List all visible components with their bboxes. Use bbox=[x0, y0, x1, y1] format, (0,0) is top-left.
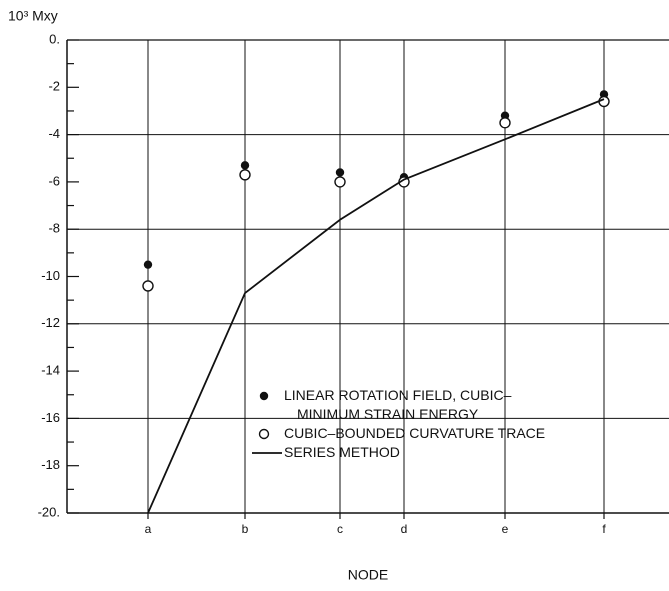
series-line bbox=[147, 98, 605, 514]
x-tick-label: a bbox=[145, 522, 152, 536]
legend-marker bbox=[258, 428, 270, 440]
filled-dot bbox=[240, 161, 250, 170]
legend-symbol bbox=[258, 428, 270, 440]
legend-label: SERIES METHOD bbox=[284, 444, 400, 460]
y-tick-label: -20. bbox=[38, 504, 60, 519]
y-tick-label: -18 bbox=[41, 457, 60, 472]
y-tick-label: -8 bbox=[48, 221, 60, 236]
y-tick-label: -16 bbox=[41, 410, 60, 425]
x-tick-label: f bbox=[602, 522, 606, 536]
y-axis-label: 10³ Mxy bbox=[8, 8, 58, 24]
y-tick-label: -6 bbox=[48, 173, 60, 188]
x-axis-label: NODE bbox=[348, 567, 388, 583]
legend-symbol bbox=[252, 452, 282, 454]
filled-dot bbox=[143, 260, 153, 269]
y-tick-label: -14 bbox=[41, 363, 60, 378]
filled-dot bbox=[335, 168, 345, 177]
open-dot bbox=[334, 176, 346, 188]
legend-symbol bbox=[259, 391, 269, 401]
legend-label: LINEAR ROTATION FIELD, CUBIC–MINIMUM STR… bbox=[284, 387, 512, 422]
x-tick-label: c bbox=[337, 522, 343, 536]
y-tick-label: -2 bbox=[48, 79, 60, 94]
x-tick-label: e bbox=[502, 522, 509, 536]
legend-entry: SERIES METHOD bbox=[252, 443, 669, 462]
legend-entry: CUBIC–BOUNDED CURVATURE TRACE bbox=[252, 424, 669, 443]
legend: LINEAR ROTATION FIELD, CUBIC–MINIMUM STR… bbox=[252, 386, 669, 462]
open-dot bbox=[499, 117, 511, 129]
y-tick-label: -4 bbox=[48, 126, 60, 141]
open-dot bbox=[142, 280, 154, 292]
x-tick-label: b bbox=[242, 522, 249, 536]
legend-label: CUBIC–BOUNDED CURVATURE TRACE bbox=[284, 425, 546, 441]
legend-entry: LINEAR ROTATION FIELD, CUBIC–MINIMUM STR… bbox=[252, 386, 669, 424]
open-dot bbox=[239, 169, 251, 181]
y-tick-label: 0. bbox=[49, 31, 60, 46]
y-tick-label: -10 bbox=[41, 268, 60, 283]
x-tick-label: d bbox=[401, 522, 408, 536]
legend-marker bbox=[259, 391, 269, 401]
y-tick-label: -12 bbox=[41, 315, 60, 330]
